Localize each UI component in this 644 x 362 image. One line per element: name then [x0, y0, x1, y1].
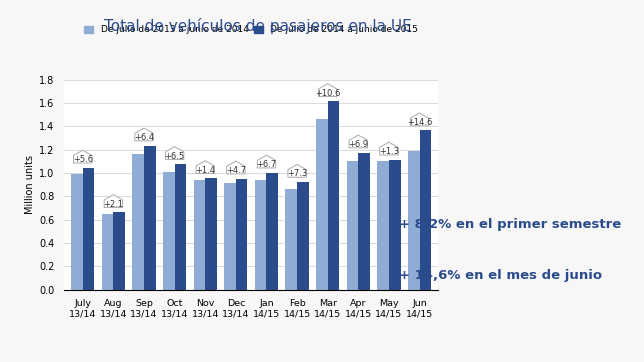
Bar	[205, 178, 217, 290]
Text: +2.1: +2.1	[104, 199, 124, 209]
Polygon shape	[288, 164, 307, 177]
Bar	[267, 173, 278, 290]
Bar	[102, 214, 113, 290]
Bar	[316, 119, 328, 290]
Bar	[236, 178, 247, 290]
Bar	[419, 130, 431, 290]
Bar	[255, 180, 267, 290]
Text: + 14,6% en el mes de junio: + 14,6% en el mes de junio	[399, 269, 602, 282]
Polygon shape	[410, 113, 429, 126]
Bar	[297, 182, 308, 290]
Polygon shape	[319, 84, 337, 97]
Text: Total de vehículos de pasajeros en la UE: Total de vehículos de pasajeros en la UE	[104, 18, 412, 34]
Bar	[113, 212, 125, 290]
Polygon shape	[166, 147, 184, 159]
Bar	[194, 180, 205, 290]
Y-axis label: Million units: Million units	[25, 155, 35, 214]
Polygon shape	[227, 161, 245, 174]
Bar	[377, 161, 389, 290]
Polygon shape	[349, 135, 368, 148]
Text: + 8,2% en el primer semestre: + 8,2% en el primer semestre	[399, 218, 621, 231]
Bar	[71, 174, 83, 290]
Text: +1.3: +1.3	[379, 147, 399, 156]
Polygon shape	[104, 195, 122, 207]
Polygon shape	[196, 161, 214, 173]
Bar	[163, 172, 175, 290]
Bar	[285, 189, 297, 290]
Text: +5.6: +5.6	[73, 155, 93, 164]
Bar	[175, 164, 186, 290]
Text: +7.3: +7.3	[287, 169, 307, 178]
Text: +4.7: +4.7	[226, 166, 246, 175]
Bar	[346, 161, 358, 290]
Text: +6.7: +6.7	[256, 160, 276, 169]
Text: +10.6: +10.6	[315, 89, 341, 98]
Text: +6.4: +6.4	[134, 133, 154, 142]
Text: +14.6: +14.6	[407, 118, 432, 127]
Bar	[328, 101, 339, 290]
Bar	[389, 160, 401, 290]
Bar	[224, 184, 236, 290]
Text: +1.4: +1.4	[195, 166, 215, 174]
Polygon shape	[258, 155, 276, 168]
Bar	[408, 151, 419, 290]
Polygon shape	[135, 128, 153, 141]
Bar	[358, 152, 370, 290]
Bar	[144, 146, 156, 290]
Bar	[83, 168, 95, 290]
Polygon shape	[73, 150, 92, 163]
Text: +6.9: +6.9	[348, 140, 368, 149]
Polygon shape	[380, 142, 398, 155]
Text: +6.5: +6.5	[165, 152, 185, 160]
Bar	[133, 154, 144, 290]
Legend: De julio de 2013 a junio de 2014, De julio de 2014 a junio de 2015: De julio de 2013 a junio de 2014, De jul…	[84, 25, 418, 34]
